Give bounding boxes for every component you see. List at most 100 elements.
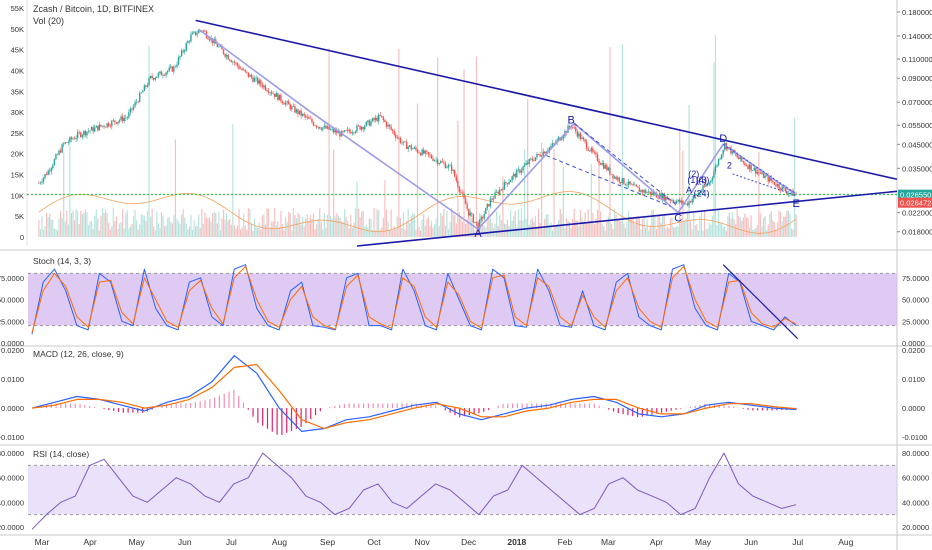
candle-body — [761, 171, 763, 174]
x-tick-label: Jul — [792, 537, 803, 547]
volume-bar — [660, 222, 662, 237]
candle-body — [486, 204, 489, 208]
wave-path — [198, 28, 797, 231]
candle-body — [244, 69, 246, 72]
candle-body — [280, 94, 282, 102]
volume-bar — [271, 221, 273, 237]
candle-body — [606, 165, 608, 171]
x-tick-label: Aug — [838, 537, 853, 547]
candle-body — [357, 125, 360, 127]
candle-body — [454, 170, 456, 177]
candle-body — [438, 163, 440, 164]
candle-body — [630, 184, 633, 185]
candle-body — [311, 119, 313, 123]
volume-bar — [267, 208, 270, 237]
candle-body — [764, 175, 766, 178]
volume-bar — [444, 226, 447, 237]
volume-bar — [618, 219, 620, 237]
volume-bar — [651, 210, 653, 237]
volume-bar — [47, 217, 49, 237]
candle-body — [494, 192, 496, 199]
candle-body — [261, 84, 264, 88]
volume-bar — [724, 226, 726, 237]
volume-bar — [193, 220, 195, 237]
volume-bar — [565, 218, 568, 237]
volume-bar — [44, 226, 46, 237]
candle-body — [500, 189, 502, 190]
volume-bar — [160, 212, 163, 237]
candle-body — [38, 182, 40, 184]
candle-body — [449, 164, 451, 166]
candle-body — [384, 119, 386, 122]
candle-body — [142, 90, 144, 93]
candle-body — [779, 188, 782, 191]
candle-body — [385, 121, 388, 127]
volume-bar — [564, 227, 566, 237]
candle-body — [744, 162, 746, 166]
candle-body — [513, 173, 515, 177]
bc-channel-dash — [573, 123, 679, 207]
volume-bar — [84, 209, 87, 237]
volume-bar — [353, 222, 355, 237]
volume-bar — [682, 150, 684, 237]
volume-bar — [306, 214, 308, 237]
volume-bar — [112, 208, 114, 237]
candle-body — [354, 131, 357, 133]
volume-bar — [537, 209, 540, 237]
volume-bar — [413, 214, 415, 237]
volume-bar — [544, 218, 546, 237]
candle-body — [590, 148, 592, 152]
wave-label: D — [719, 133, 727, 145]
candle-body — [176, 64, 178, 67]
volume-bar — [333, 149, 335, 237]
candle-body — [382, 117, 385, 120]
volume-bar — [362, 210, 364, 237]
volume-bar — [437, 57, 439, 237]
volume-bar — [781, 221, 783, 237]
candle-body — [170, 66, 172, 68]
volume-bar — [703, 210, 706, 237]
x-tick-label: Jun — [744, 537, 758, 547]
volume-bar — [277, 221, 279, 237]
candle-body — [696, 194, 698, 196]
candle-body — [423, 149, 425, 154]
candle-body — [402, 141, 405, 143]
candle-body — [649, 191, 651, 195]
candle-body — [646, 192, 648, 194]
candle-body — [705, 185, 707, 187]
volume-bar — [295, 218, 298, 237]
candle-body — [643, 189, 645, 193]
volume-bar — [194, 226, 197, 237]
candle-body — [488, 204, 490, 207]
candle-body — [399, 138, 402, 143]
volume-bar — [477, 228, 479, 237]
volume-bar — [143, 215, 145, 237]
price-tag-label: 0.026472 — [900, 199, 931, 208]
x-tick-label: Sep — [320, 537, 335, 547]
volume-bar — [770, 211, 772, 237]
volume-bar — [634, 223, 636, 237]
candle-body — [322, 127, 324, 130]
candle-body — [312, 122, 315, 126]
volume-bar — [213, 211, 215, 237]
candle-body — [728, 146, 731, 148]
volume-bar — [426, 219, 428, 237]
candle-body — [350, 131, 352, 134]
candle-body — [644, 189, 647, 194]
candle-body — [688, 201, 690, 206]
candle-body — [776, 184, 779, 187]
volume-bar — [514, 211, 516, 237]
volume-bar — [309, 214, 312, 237]
volume-bar — [53, 228, 55, 237]
volume-bar — [527, 99, 529, 237]
volume-bar — [623, 223, 625, 237]
volume-bar — [688, 104, 690, 237]
volume-bar — [747, 217, 749, 237]
candle-body — [323, 125, 326, 128]
volume-bar — [171, 223, 173, 237]
volume-bar — [205, 217, 208, 237]
candle-body — [491, 198, 493, 200]
volume-bar — [730, 218, 732, 237]
volume-bar — [371, 229, 374, 237]
volume-bar — [443, 208, 445, 237]
